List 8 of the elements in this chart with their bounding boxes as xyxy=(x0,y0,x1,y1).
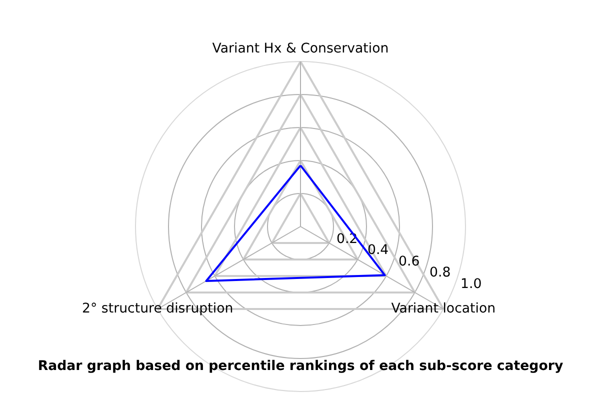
y-tick-label: 1.0 xyxy=(460,276,482,292)
y-tick-label: 0.8 xyxy=(429,266,451,281)
spoke-label: Variant Hx & Conservation xyxy=(212,42,389,57)
y-tick-label: 0.4 xyxy=(367,243,389,258)
text: Radar graph based on percentile rankings of each sub-score category xyxy=(38,359,564,374)
spoke-label: 2° structure disruption xyxy=(82,302,234,316)
spoke-label: Variant location xyxy=(391,302,496,316)
y-tick-label: 0.6 xyxy=(398,254,420,270)
